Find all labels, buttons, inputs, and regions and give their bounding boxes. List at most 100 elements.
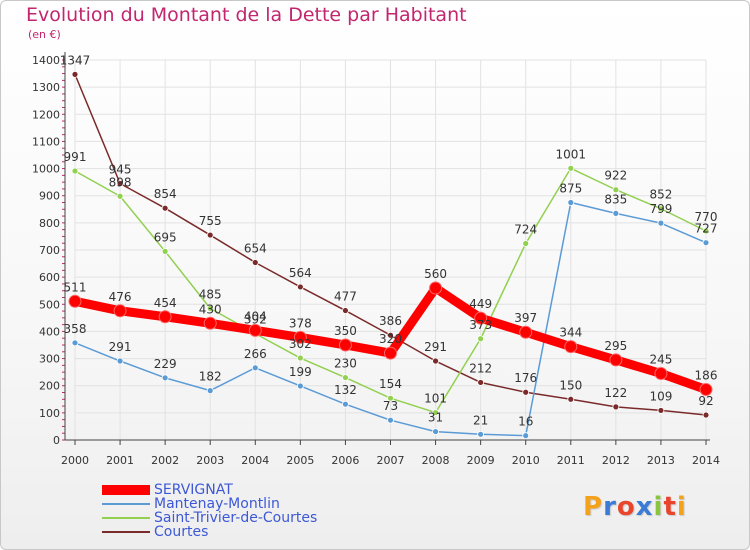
legend-swatch	[102, 517, 150, 519]
data-label: 73	[383, 399, 398, 413]
data-point	[296, 283, 304, 291]
data-label: 449	[469, 297, 492, 311]
x-tick-label: 2013	[647, 454, 675, 467]
chart-unit: (en €)	[28, 28, 61, 41]
data-point	[699, 383, 713, 397]
logo-letter: i	[653, 492, 664, 522]
data-label: 230	[334, 357, 357, 371]
series-mantenay-montlin	[71, 199, 710, 440]
data-point	[293, 330, 307, 344]
data-point	[564, 340, 578, 354]
y-tick-label: 700	[39, 244, 60, 257]
data-point	[71, 167, 79, 175]
data-label: 485	[199, 287, 222, 301]
data-label: 212	[469, 361, 492, 375]
legend-item-courtes: Courtes	[102, 525, 317, 539]
data-label: 245	[649, 353, 672, 367]
data-label: 1001	[556, 147, 587, 161]
data-point	[567, 395, 575, 403]
data-point	[206, 387, 214, 395]
data-label: 386	[379, 314, 402, 328]
data-point	[657, 205, 665, 213]
legend-label: Mantenay-Montlin	[154, 496, 280, 512]
data-point	[116, 357, 124, 365]
y-tick-label: 100	[39, 407, 60, 420]
y-tick-label: 1400	[32, 54, 60, 67]
data-point	[248, 323, 262, 337]
data-point	[612, 403, 620, 411]
data-label: 229	[154, 357, 177, 371]
data-point	[158, 310, 172, 324]
data-point	[477, 430, 485, 438]
data-label: 182	[199, 370, 222, 384]
data-point	[612, 186, 620, 194]
data-label: 358	[64, 322, 87, 336]
data-point	[116, 180, 124, 187]
logo-letter: o	[616, 492, 636, 522]
y-tick-label: 1100	[32, 135, 60, 148]
data-label: 344	[559, 326, 582, 340]
data-label: 727	[695, 222, 718, 236]
data-label: 1347	[60, 53, 91, 67]
data-point	[432, 409, 439, 416]
data-label: 852	[649, 188, 672, 202]
data-point	[432, 357, 439, 365]
x-tick-label: 2011	[557, 454, 585, 467]
series-servignat	[68, 281, 713, 397]
data-label: 770	[695, 210, 718, 224]
legend: SERVIGNAT Mantenay-Montlin Saint-Trivier…	[102, 483, 317, 539]
logo-letter: x	[635, 492, 654, 522]
x-tick-label: 2001	[106, 454, 134, 467]
data-label: 295	[604, 339, 627, 353]
data-label: 266	[244, 347, 267, 361]
data-label: 176	[514, 371, 537, 385]
y-tick-label: 600	[39, 271, 60, 284]
logo-letter: t	[663, 492, 677, 522]
data-label: 991	[64, 150, 87, 164]
data-label: 21	[473, 413, 488, 427]
x-tick-label: 2000	[61, 454, 89, 467]
data-label: 392	[244, 313, 267, 327]
x-tick-label: 2004	[241, 454, 269, 467]
data-label: 154	[379, 377, 402, 391]
data-label: 378	[289, 316, 312, 330]
data-label: 477	[334, 290, 357, 304]
data-point	[702, 227, 710, 235]
data-point	[206, 304, 214, 312]
data-label: 854	[154, 187, 177, 201]
data-label: 101	[424, 392, 447, 406]
data-label: 291	[109, 340, 132, 354]
data-point	[342, 374, 349, 381]
y-tick-label: 800	[39, 217, 60, 230]
data-point	[71, 339, 79, 347]
legend-swatch	[102, 485, 150, 495]
data-point	[477, 335, 485, 343]
y-tick-label: 400	[39, 325, 60, 338]
data-point	[116, 192, 124, 200]
y-tick-label: 900	[39, 190, 60, 203]
data-point	[203, 316, 217, 330]
data-point	[342, 400, 349, 408]
data-point	[477, 379, 485, 386]
data-label: 454	[154, 296, 177, 310]
legend-label: Courtes	[154, 524, 209, 540]
data-point	[113, 304, 127, 318]
series-labels: 511 476 454 430 404 378 350 320 560 449 397 344 295 2…	[60, 53, 718, 428]
data-label: 404	[244, 309, 267, 323]
data-label: 150	[559, 378, 582, 392]
data-label: 875	[559, 182, 582, 196]
data-point	[702, 411, 710, 419]
legend-swatch	[102, 531, 150, 533]
data-point	[338, 338, 352, 352]
series-lines	[68, 70, 713, 440]
data-label: 755	[199, 214, 222, 228]
legend-item-saint-trivier-de-courtes: Saint-Trivier-de-Courtes	[102, 511, 317, 525]
data-point	[519, 325, 533, 339]
data-point	[71, 70, 79, 78]
data-label: 835	[604, 192, 627, 206]
legend-swatch	[102, 503, 150, 505]
data-label: 922	[604, 169, 627, 183]
y-tick-label: 500	[39, 298, 60, 311]
